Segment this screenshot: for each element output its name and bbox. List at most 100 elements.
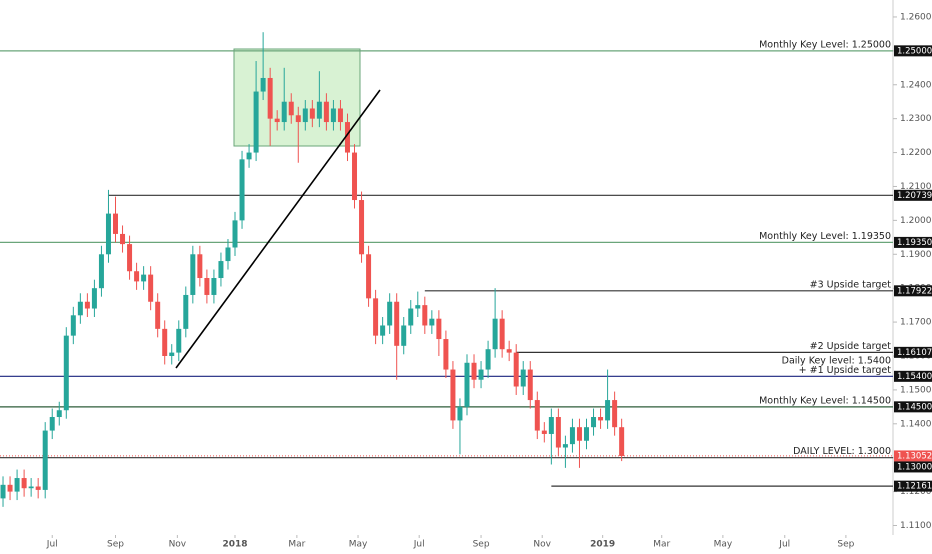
candle-body — [450, 369, 456, 421]
candle-body — [127, 244, 133, 272]
y-tick-label: 1.23000 — [900, 114, 932, 124]
candle-body — [7, 484, 13, 492]
candle-body — [267, 77, 273, 119]
candle-body — [316, 101, 322, 119]
x-tick-label: Nov — [169, 540, 187, 550]
candle-body — [323, 101, 329, 123]
price-tag-label: 1.16107 — [897, 348, 932, 358]
candle-body — [134, 271, 140, 282]
candle-body — [162, 328, 168, 356]
candle-body — [401, 325, 407, 346]
level-label: DAILY LEVEL: 1.3000 — [793, 446, 891, 457]
candle-body — [471, 362, 477, 380]
candle-body — [281, 101, 287, 123]
candle-body — [42, 430, 48, 490]
y-tick-label: 1.17000 — [900, 318, 932, 328]
price-tag-label: 1.13000 — [897, 462, 932, 472]
candle-body — [28, 486, 34, 489]
x-tick-label: Sep — [473, 540, 490, 550]
y-tick-label: 1.22000 — [900, 148, 932, 158]
x-tick-label: Nov — [533, 540, 551, 550]
price-tag-label: 1.12161 — [897, 482, 932, 492]
candle-body — [330, 108, 336, 123]
candle-body — [63, 335, 69, 411]
level-label: Daily Key level: 1.5400 — [782, 355, 891, 366]
candle-body — [415, 305, 421, 309]
y-tick-label: 1.24000 — [900, 80, 932, 90]
level-label: Monthly Key Level: 1.25000 — [759, 39, 891, 50]
level-label: Monthly Key Level: 1.14500 — [759, 395, 891, 406]
candle-body — [387, 301, 393, 326]
candle-body — [98, 254, 104, 289]
price-tag-label: 1.25000 — [897, 46, 932, 56]
price-tag-label: 1.13052 — [897, 451, 932, 461]
candle-body — [598, 417, 604, 421]
candle-body — [309, 108, 315, 119]
y-tick-label: 1.19000 — [900, 250, 932, 260]
x-tick-label: Sep — [107, 540, 124, 550]
price-tag-label: 1.17922 — [897, 286, 932, 296]
price-tag — [894, 285, 932, 297]
candle-body — [295, 115, 301, 123]
price-tag — [894, 370, 932, 382]
x-tick-label: Mar — [288, 540, 305, 550]
candle-body — [429, 318, 435, 326]
candle-body — [443, 339, 449, 370]
x-tick-label: May — [714, 540, 733, 550]
x-tick-label: Jul — [413, 540, 425, 550]
candle-body — [499, 318, 505, 350]
candle-body — [176, 328, 182, 353]
candle-body — [246, 152, 252, 160]
candle-body — [197, 254, 203, 279]
candle-body — [464, 362, 470, 407]
price-tag — [894, 461, 932, 473]
price-tag — [894, 346, 932, 358]
candle-body — [373, 298, 379, 336]
level-label: + #1 Upside target — [799, 365, 892, 376]
candle-body — [148, 274, 154, 302]
price-tag-label: 1.14500 — [897, 402, 932, 412]
candle-body — [204, 278, 210, 295]
y-tick-label: 1.21000 — [900, 182, 932, 192]
candle-body — [541, 430, 547, 434]
x-tick-label: Mar — [653, 540, 670, 550]
y-tick-label: 1.26000 — [900, 12, 932, 22]
price-tag — [894, 189, 932, 201]
levels: Monthly Key Level: 1.25000 Monthly Key Le… — [0, 39, 893, 487]
price-tag-label: 1.15400 — [897, 372, 932, 382]
candle-body — [35, 486, 41, 490]
candle-body — [548, 417, 554, 434]
candle-body — [56, 410, 62, 418]
y-tick-label: 1.20000 — [900, 216, 932, 226]
candle-body — [84, 301, 90, 309]
candle-body — [49, 417, 55, 431]
candle-body — [70, 315, 76, 336]
candle-body — [408, 308, 414, 326]
candle-body — [612, 400, 618, 428]
x-tick-label: Jul — [46, 540, 58, 550]
y-tick-label: 1.14000 — [900, 419, 932, 429]
candle-body — [274, 118, 280, 123]
candle-body — [141, 274, 147, 282]
candle-body — [366, 254, 372, 299]
candle-body — [583, 427, 589, 441]
candle-body — [225, 247, 231, 262]
candle-body — [14, 478, 20, 492]
price-tag — [894, 450, 932, 462]
candle-body — [113, 213, 119, 234]
price-tag-label: 1.19350 — [897, 238, 932, 248]
candle-body — [359, 200, 365, 255]
candle-body — [155, 301, 161, 329]
level-label: Monthly Key Level: 1.19350 — [759, 231, 891, 242]
candle-body — [485, 349, 491, 370]
y-tick-label: 1.15000 — [900, 385, 932, 395]
candle-body — [218, 261, 224, 279]
candle-body — [478, 369, 484, 380]
candle-body — [91, 288, 97, 309]
candle-body — [591, 417, 597, 428]
level-label: #2 Upside target — [810, 341, 892, 352]
candle-body — [190, 254, 196, 295]
candle-body — [344, 122, 350, 153]
candle-body — [605, 400, 611, 421]
